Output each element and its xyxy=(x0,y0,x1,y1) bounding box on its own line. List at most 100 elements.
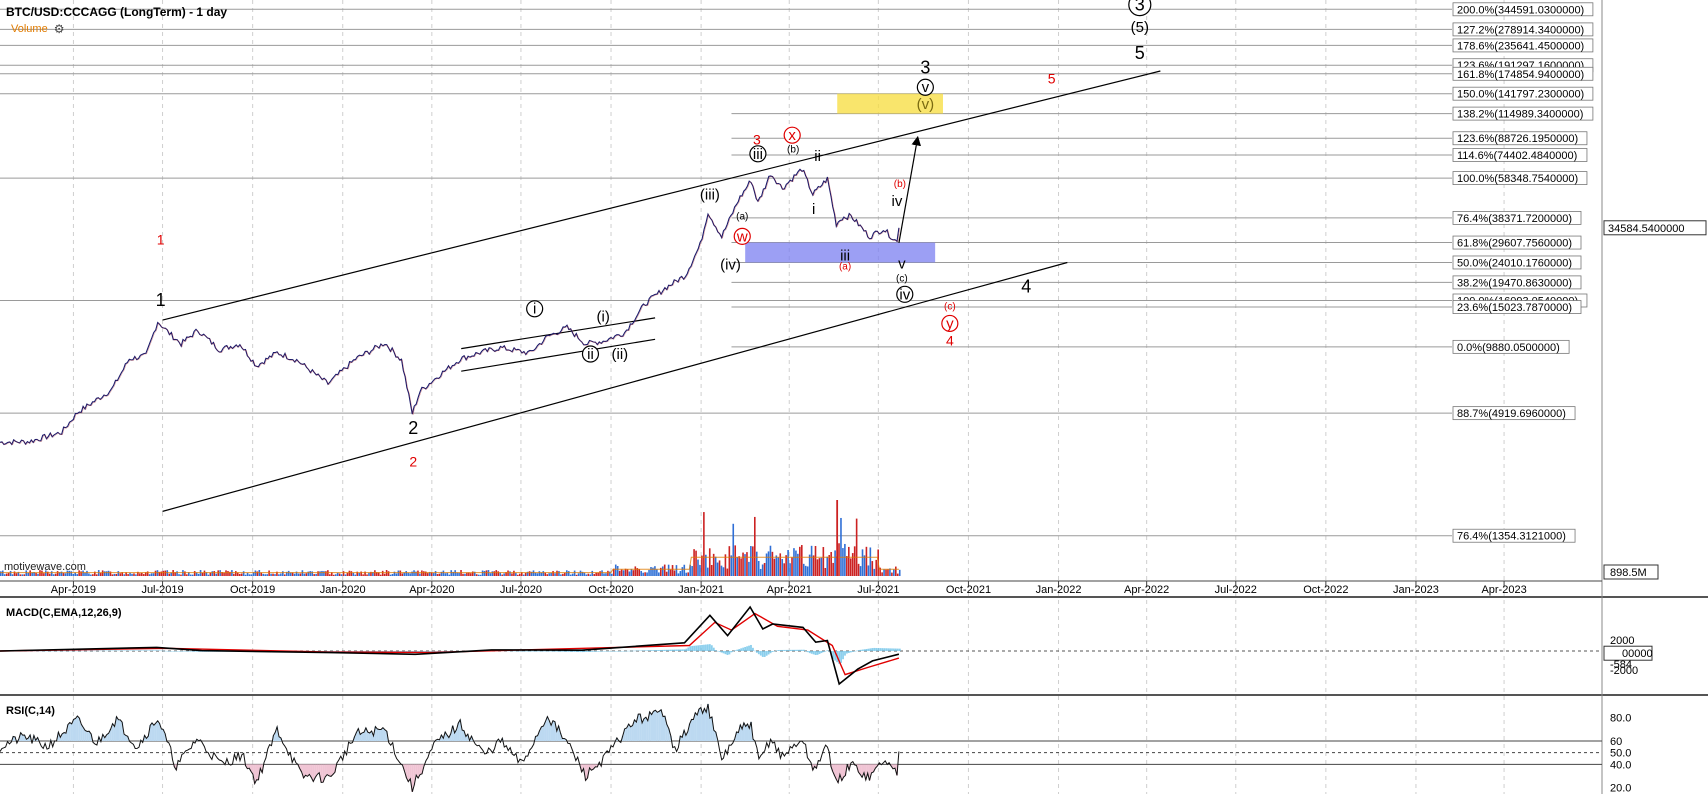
volume-bar xyxy=(507,570,509,576)
volume-bar xyxy=(203,570,206,576)
macd-histogram-bar xyxy=(366,651,369,652)
volume-bar xyxy=(812,555,815,576)
macd-histogram-bar xyxy=(867,648,870,651)
volume-bar xyxy=(673,570,676,576)
macd-histogram-bar xyxy=(385,651,388,652)
gear-icon[interactable]: ⚙ xyxy=(53,22,65,36)
macd-histogram-bar xyxy=(419,651,421,653)
volume-bar xyxy=(1,570,4,576)
volume-legend[interactable]: Volume ⚙ xyxy=(11,22,64,36)
volume-bar xyxy=(11,574,14,576)
volume-bar xyxy=(72,573,75,576)
macd-histogram-bar xyxy=(614,651,617,652)
macd-histogram-bar xyxy=(789,649,792,651)
volume-bar xyxy=(665,571,668,576)
macd-histogram-bar xyxy=(893,648,895,651)
macd-histogram-bar xyxy=(379,651,382,652)
fib-label-box xyxy=(1452,38,1594,53)
volume-bar xyxy=(366,574,368,576)
volume-bar xyxy=(861,549,864,576)
upper-channel-line[interactable] xyxy=(162,70,1161,321)
macd-histogram-bar xyxy=(734,650,737,651)
volume-bar xyxy=(352,572,355,576)
volume-bar xyxy=(493,571,496,576)
volume-bar xyxy=(223,572,225,576)
volume-axis-label: 898.5M xyxy=(1610,567,1647,579)
volume-bar xyxy=(129,572,131,576)
trend-lines[interactable] xyxy=(162,70,1161,512)
volume-bar xyxy=(438,573,441,576)
volume-bar xyxy=(748,561,750,576)
macd-histogram-bar xyxy=(861,649,864,651)
volume-bar xyxy=(43,573,45,576)
macd-histogram-bar xyxy=(605,651,607,652)
macd-histogram-bar xyxy=(661,649,664,651)
volume-bar xyxy=(667,564,670,576)
volume-bar xyxy=(111,574,114,576)
macd-histogram-bar xyxy=(875,647,878,651)
macd-histogram-bar xyxy=(374,651,376,652)
volume-bar xyxy=(25,570,28,576)
small-channel-lower-line[interactable] xyxy=(461,338,656,372)
macd-signal-line xyxy=(0,612,900,676)
macd-histogram-bar xyxy=(654,650,656,651)
volume-bar xyxy=(517,574,519,576)
volume-bar xyxy=(705,554,707,576)
lower-channel-line[interactable] xyxy=(162,261,1068,512)
macd-histogram-bar xyxy=(513,650,515,652)
macd-histogram-bar xyxy=(534,651,537,652)
wave-label-text: (b) xyxy=(894,179,906,190)
macd-histogram-bar xyxy=(873,647,876,651)
macd-histogram-bar xyxy=(889,648,891,651)
volume-bar xyxy=(233,573,235,576)
volume-bar xyxy=(863,555,866,576)
volume-bar xyxy=(74,572,77,576)
time-axis[interactable]: Apr-2019 Jul-2019 Oct-2019 Jan-2020 Apr-2020… xyxy=(0,580,1602,596)
volume-bar xyxy=(272,573,274,576)
macd-histogram-bar xyxy=(683,649,686,651)
volume-bar xyxy=(481,570,484,576)
volume-bar xyxy=(509,571,511,576)
macd-histogram-bar xyxy=(74,650,77,652)
wave-label-text: (iv) xyxy=(720,256,741,273)
fib-label-box xyxy=(1452,275,1582,290)
fib-label-box xyxy=(1452,148,1588,162)
macd-histogram-bar xyxy=(342,651,345,652)
macd-histogram-bar xyxy=(710,645,713,651)
macd-histogram-bar xyxy=(671,649,674,651)
volume-bar xyxy=(419,573,421,576)
volume-bar xyxy=(795,550,797,576)
volume-bar xyxy=(174,572,176,576)
macd-histogram-bar xyxy=(687,647,690,651)
volume-bar xyxy=(597,572,599,576)
volume-bar xyxy=(446,572,449,576)
macd-histogram-bar xyxy=(52,650,55,652)
volume-bar xyxy=(442,570,445,576)
macd-histogram-bar xyxy=(530,651,533,652)
macd-histogram-bar xyxy=(891,648,893,651)
macd-histogram-bar xyxy=(144,650,147,651)
volume-bar xyxy=(579,570,582,576)
macd-histogram-bar xyxy=(706,644,709,651)
volume-bar xyxy=(573,570,576,576)
volume-bar xyxy=(544,572,547,576)
volume-bar xyxy=(242,571,245,576)
volume-bar xyxy=(871,561,874,576)
macd-histogram-bar xyxy=(842,651,844,660)
macd-histogram-bar xyxy=(738,648,741,651)
macd-histogram-bar xyxy=(822,651,825,653)
wave-label-text: i xyxy=(812,201,815,218)
macd-histogram-bar xyxy=(665,649,668,651)
macd-histogram-bar xyxy=(407,651,410,653)
macd-histogram-bar xyxy=(84,650,87,652)
volume-bar xyxy=(338,573,341,576)
volume-bar xyxy=(669,569,672,576)
macd-histogram-bar xyxy=(184,651,186,652)
wave-label-circle xyxy=(941,314,959,333)
macd-histogram-bar xyxy=(180,651,182,652)
volume-bar xyxy=(189,574,192,576)
macd-histogram-bar xyxy=(603,651,605,652)
volume-bar xyxy=(511,573,513,576)
projection-arrow-line[interactable] xyxy=(898,135,921,244)
